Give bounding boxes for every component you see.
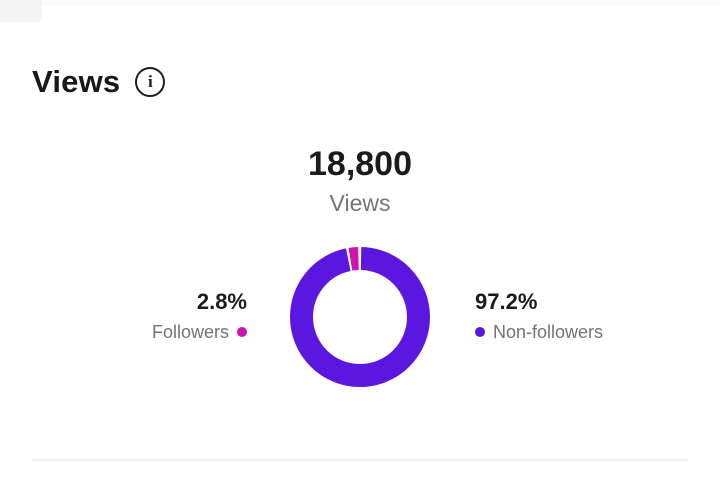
followers-label-row: Followers bbox=[152, 320, 247, 344]
followers-dot-icon bbox=[237, 327, 247, 337]
legend-followers: 2.8% Followers bbox=[152, 289, 247, 344]
views-donut-chart bbox=[290, 247, 430, 387]
top-left-corner-shade bbox=[0, 0, 42, 22]
top-strip bbox=[0, 0, 720, 6]
bottom-divider bbox=[32, 459, 688, 461]
views-summary: 18,800 Views bbox=[0, 144, 720, 216]
non-followers-label: Non-followers bbox=[493, 322, 604, 342]
followers-label: Followers bbox=[151, 322, 229, 342]
donut-segment-non-followers[interactable] bbox=[290, 247, 430, 387]
non-followers-percent: 97.2% bbox=[475, 289, 538, 314]
total-views-label: Views bbox=[329, 190, 391, 216]
non-followers-dot-icon bbox=[475, 327, 485, 337]
info-icon[interactable]: i bbox=[135, 67, 166, 97]
followers-percent: 2.8% bbox=[196, 289, 247, 314]
page-title: Views bbox=[32, 64, 121, 99]
panel-header: Views i bbox=[32, 64, 166, 100]
non-followers-label-row: Non-followers bbox=[475, 320, 603, 344]
total-views-value: 18,800 bbox=[308, 145, 412, 183]
legend-non-followers: 97.2% Non-followers bbox=[475, 289, 603, 344]
